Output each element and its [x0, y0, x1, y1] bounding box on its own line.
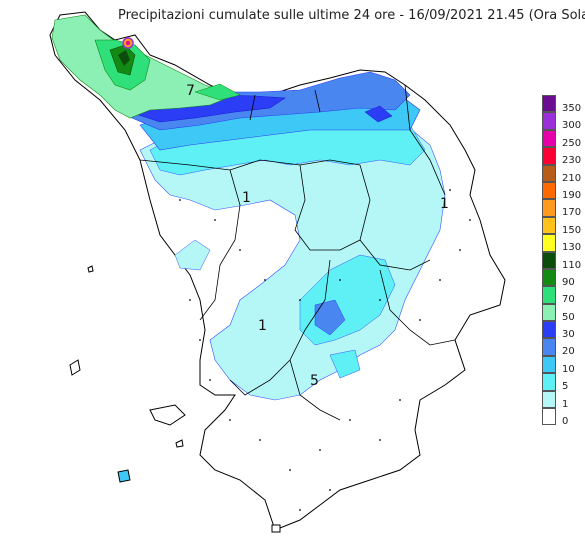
contour-label-5: 5: [310, 373, 319, 389]
legend-item: 130: [542, 234, 584, 254]
legend-label: 20: [562, 346, 575, 358]
legend-label: 70: [562, 294, 575, 306]
legend-swatch: [542, 268, 556, 287]
legend-swatch: [542, 251, 556, 269]
legend-label: 5: [562, 381, 569, 393]
legend-label: 130: [562, 242, 582, 254]
province-boundaries: [139, 84, 456, 421]
legend-swatch: [542, 355, 556, 374]
legend-swatch: [542, 338, 556, 356]
legend-label: 300: [562, 120, 582, 132]
precipitation-legend: 350 300 250 230 210 190 170 150 130 110 90 70 50 30 20…: [542, 95, 584, 428]
legend-swatch: [542, 408, 556, 426]
legend-swatch: [542, 216, 556, 235]
legend-swatch: [542, 234, 556, 252]
legend-item: 70: [542, 286, 584, 306]
legend-label: 90: [562, 276, 575, 288]
legend-item: 170: [542, 199, 584, 219]
legend-item: 110: [542, 251, 584, 271]
legend-item: 230: [542, 147, 584, 167]
legend-label: 170: [562, 207, 582, 219]
station-dots: [179, 189, 471, 511]
map-title: Precipitazioni cumulate sulle ultime 24 …: [118, 8, 585, 23]
legend-swatch: [542, 181, 556, 200]
legend-swatch: [542, 321, 556, 339]
legend-item: 150: [542, 216, 584, 236]
legend-item: 0: [542, 408, 584, 428]
legend-item: 1: [542, 390, 584, 410]
legend-item: 300: [542, 112, 584, 132]
legend-swatch: [542, 286, 556, 304]
legend-swatch: [542, 390, 556, 409]
legend-label: 50: [562, 311, 575, 323]
legend-swatch: [542, 303, 556, 322]
legend-label: 0: [562, 416, 569, 428]
legend-label: 1: [562, 398, 569, 410]
legend-label: 210: [562, 172, 582, 184]
legend-swatch: [542, 112, 556, 130]
contour-label-1-south: 1: [258, 318, 267, 334]
legend-swatch: [542, 129, 556, 148]
legend-item: 350: [542, 95, 584, 114]
contour-labels: 7 1 1 1 5: [186, 83, 449, 389]
legend-label: 190: [562, 189, 582, 201]
contour-label-7: 7: [186, 83, 195, 99]
legend-item: 20: [542, 338, 584, 358]
legend-label: 30: [562, 329, 575, 341]
legend-label: 250: [562, 137, 582, 149]
legend-label: 230: [562, 155, 582, 167]
legend-label: 150: [562, 224, 582, 236]
legend-item: 210: [542, 164, 584, 184]
legend-item: 5: [542, 373, 584, 393]
legend-label: 110: [562, 259, 582, 271]
precipitation-shading: [49, 11, 506, 531]
contour-label-1-west: 1: [242, 190, 251, 206]
legend-swatch: [542, 199, 556, 217]
legend-item: 30: [542, 321, 584, 341]
legend-item: 250: [542, 129, 584, 149]
legend-item: 10: [542, 355, 584, 375]
legend-item: 90: [542, 268, 584, 288]
islands: [69, 265, 281, 533]
contour-label-1-east: 1: [440, 196, 449, 212]
legend-label: 10: [562, 363, 575, 375]
legend-swatch: [542, 373, 556, 391]
legend-item: 50: [542, 303, 584, 323]
legend-swatch: [542, 147, 556, 165]
legend-swatch: [542, 95, 556, 113]
legend-swatch: [542, 164, 556, 182]
legend-item: 190: [542, 181, 584, 201]
legend-label: 350: [562, 103, 582, 114]
